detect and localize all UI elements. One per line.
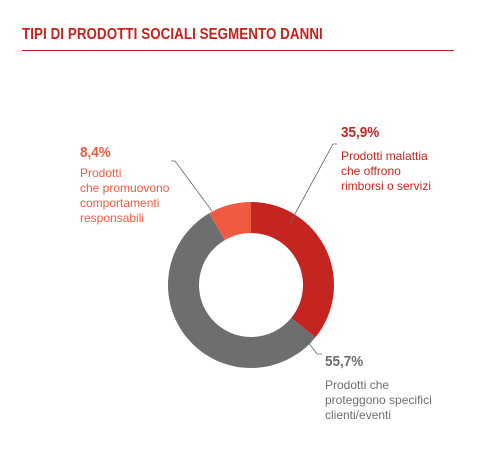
slice-label-protection: Prodotti che proteggono specifici client… — [325, 378, 432, 422]
chart-title: TIPI DI PRODOTTI SOCIALI SEGMENTO DANNI — [22, 26, 323, 43]
slice-value-label-health: 35,9% — [341, 124, 380, 141]
title-rule — [22, 50, 454, 51]
slice-label-responsible: Prodotti che promuovono comportamenti re… — [80, 166, 170, 225]
leader-line-protection — [304, 337, 322, 355]
slice-value-label-responsible: 8,4% — [80, 144, 111, 161]
donut-slice-health — [251, 202, 335, 338]
leader-line-health — [289, 143, 337, 224]
donut-slice-responsible — [209, 202, 251, 241]
slice-label-health: Prodotti malattia che offrono rimborsi o… — [341, 149, 432, 193]
leader-line-responsible — [171, 160, 213, 212]
slice-value-label-protection: 55,7% — [325, 353, 364, 370]
donut-slice-protection — [167, 213, 316, 368]
